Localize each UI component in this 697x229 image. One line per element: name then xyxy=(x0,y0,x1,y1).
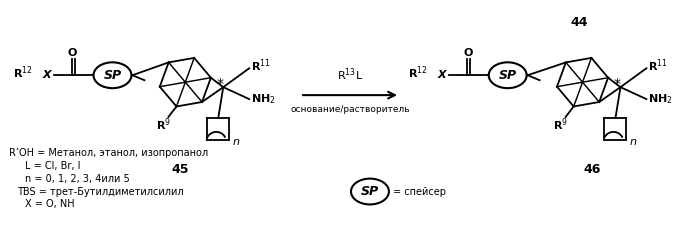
Text: X: X xyxy=(438,70,447,80)
Text: SP: SP xyxy=(498,69,516,82)
Text: R$^9$: R$^9$ xyxy=(156,117,171,133)
Text: R$^{12}$: R$^{12}$ xyxy=(13,64,33,81)
Text: R$^{11}$: R$^{11}$ xyxy=(648,57,668,74)
Text: n: n xyxy=(232,137,239,147)
Text: R$^{12}$: R$^{12}$ xyxy=(408,64,428,81)
Text: *: * xyxy=(217,77,224,91)
Text: основание/растворитель: основание/растворитель xyxy=(290,105,410,114)
Text: NH$_2$: NH$_2$ xyxy=(251,92,276,106)
Text: SP: SP xyxy=(361,185,379,198)
Text: *: * xyxy=(614,77,621,91)
Text: R’OH = Метанол, этанол, изопропанол: R’OH = Метанол, этанол, изопропанол xyxy=(8,148,208,158)
Text: O: O xyxy=(463,48,473,58)
Text: R$^9$: R$^9$ xyxy=(553,117,568,133)
Text: R$^{13}$L: R$^{13}$L xyxy=(337,67,363,83)
Text: R$^{11}$: R$^{11}$ xyxy=(251,57,271,74)
Text: TBS = трет-Бутилдиметилсилил: TBS = трет-Бутилдиметилсилил xyxy=(17,187,183,196)
Text: 44: 44 xyxy=(571,16,588,29)
Text: X: X xyxy=(43,70,52,80)
Text: X = O, NH: X = O, NH xyxy=(24,199,75,210)
Text: = спейсер: = спейсер xyxy=(393,187,446,196)
Text: 45: 45 xyxy=(171,163,189,176)
Text: NH$_2$: NH$_2$ xyxy=(648,92,673,106)
Text: L = Cl, Br, I: L = Cl, Br, I xyxy=(24,161,80,171)
Text: O: O xyxy=(68,48,77,58)
Text: n: n xyxy=(629,137,636,147)
Text: SP: SP xyxy=(103,69,121,82)
Text: 46: 46 xyxy=(584,163,602,176)
Text: n = 0, 1, 2, 3, 4или 5: n = 0, 1, 2, 3, 4или 5 xyxy=(24,174,130,184)
